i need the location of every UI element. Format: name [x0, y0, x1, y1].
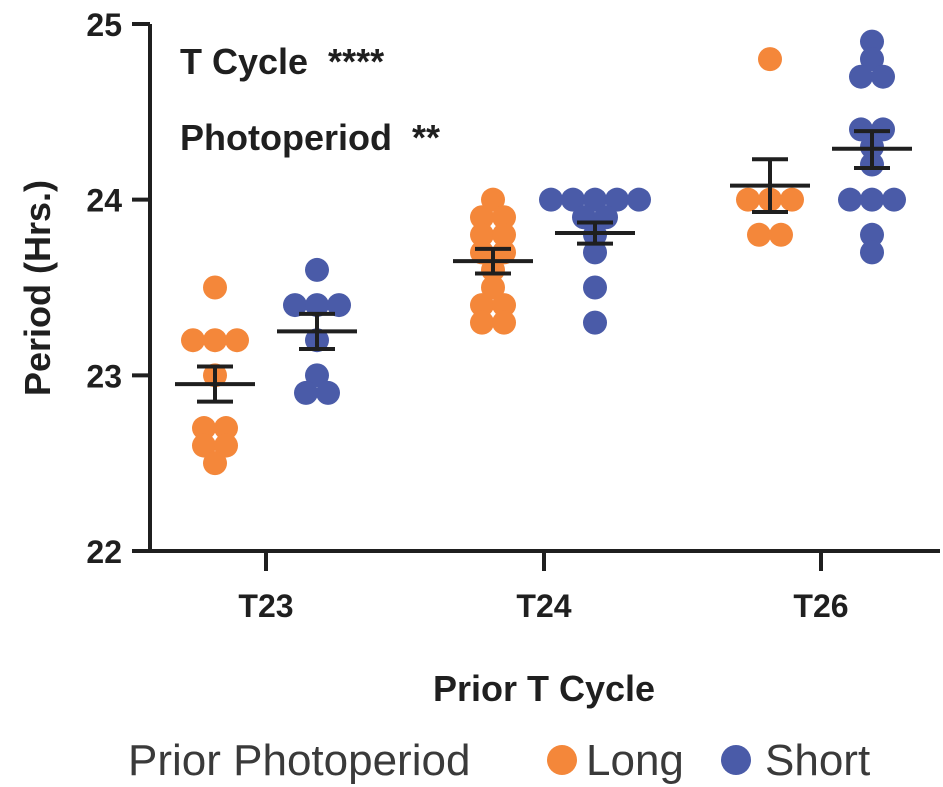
data-point-short: [838, 187, 862, 212]
data-point-short: [316, 380, 340, 405]
data-point-long: [225, 328, 249, 353]
data-point-short: [539, 187, 563, 212]
data-point-short: [860, 47, 884, 72]
data-point-long: [192, 416, 216, 441]
y-tick-label: 23: [86, 358, 122, 394]
legend-marker-short: [721, 745, 751, 775]
data-point-long: [492, 205, 516, 230]
data-point-long: [736, 187, 760, 212]
mean-sem-bars: [175, 129, 912, 404]
data-point-long: [769, 222, 793, 247]
y-tick-label: 24: [86, 183, 122, 219]
data-point-long: [181, 328, 205, 353]
data-point-long: [492, 222, 516, 247]
data-point-long: [470, 222, 494, 247]
legend: Prior Photoperiod Long Short: [128, 736, 870, 785]
y-tick-label: 22: [86, 534, 122, 570]
data-point-long: [214, 433, 238, 458]
data-point-short: [860, 222, 884, 247]
data-point-short: [860, 187, 884, 212]
data-point-long: [192, 433, 216, 458]
y-ticks: 22 23 24 25: [86, 7, 150, 570]
x-ticks: T23 T24 T26: [238, 551, 849, 624]
data-point-long: [203, 451, 227, 476]
data-point-long: [470, 240, 494, 265]
data-point-short: [583, 310, 607, 335]
x-tick-label: T23: [238, 588, 293, 624]
y-tick-label: 25: [86, 7, 122, 43]
y-axis-title: Period (Hrs.): [17, 180, 58, 396]
data-point-long: [747, 222, 771, 247]
data-point-short: [561, 187, 585, 212]
data-point-long: [492, 293, 516, 318]
data-point-long: [214, 416, 238, 441]
data-point-short: [305, 257, 329, 282]
data-point-short: [327, 293, 351, 318]
data-point-short: [305, 363, 329, 388]
x-tick-label: T26: [793, 588, 848, 624]
data-point-short: [605, 187, 629, 212]
data-point-short: [294, 380, 318, 405]
data-points: [181, 29, 906, 476]
data-point-short: [860, 240, 884, 265]
data-point-short: [860, 29, 884, 54]
data-point-long: [203, 275, 227, 300]
annotation-photoperiod: Photoperiod **: [180, 117, 440, 158]
legend-label-short: Short: [765, 736, 870, 785]
legend-marker-long: [547, 745, 577, 775]
legend-label-long: Long: [586, 736, 684, 785]
data-point-long: [492, 310, 516, 335]
data-point-short: [882, 187, 906, 212]
data-point-long: [470, 310, 494, 335]
data-point-short: [583, 187, 607, 212]
data-point-long: [481, 275, 505, 300]
data-point-long: [758, 47, 782, 72]
data-point-long: [492, 240, 516, 265]
data-point-short: [583, 275, 607, 300]
data-point-long: [470, 293, 494, 318]
x-axis-title: Prior T Cycle: [433, 668, 655, 709]
legend-title: Prior Photoperiod: [128, 736, 470, 785]
data-point-short: [849, 64, 873, 89]
data-point-short: [283, 293, 307, 318]
data-point-short: [627, 187, 651, 212]
data-point-short: [305, 293, 329, 318]
data-point-long: [481, 187, 505, 212]
data-point-long: [203, 328, 227, 353]
data-point-long: [470, 205, 494, 230]
x-tick-label: T24: [516, 588, 571, 624]
data-point-short: [583, 240, 607, 265]
data-point-short: [871, 64, 895, 89]
data-point-long: [780, 187, 804, 212]
annotation-t-cycle: T Cycle ****: [180, 41, 384, 82]
